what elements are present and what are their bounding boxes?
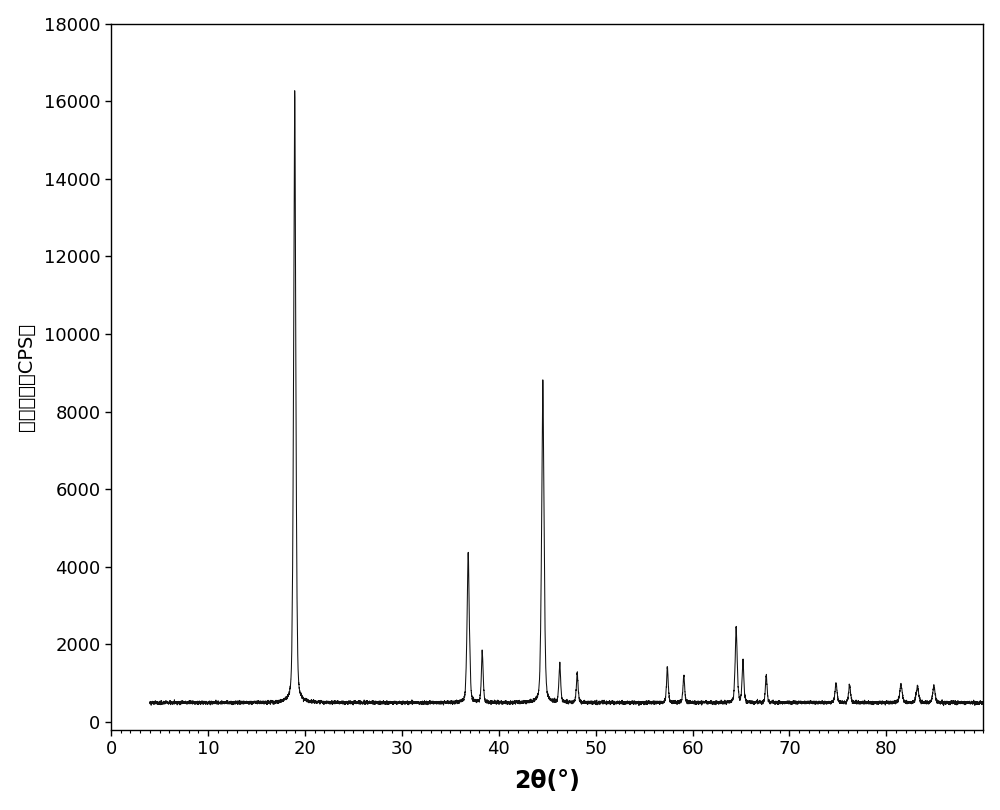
- Y-axis label: 衍射峰値（CPS）: 衍射峰値（CPS）: [17, 322, 36, 431]
- X-axis label: 2θ(°): 2θ(°): [514, 770, 580, 793]
